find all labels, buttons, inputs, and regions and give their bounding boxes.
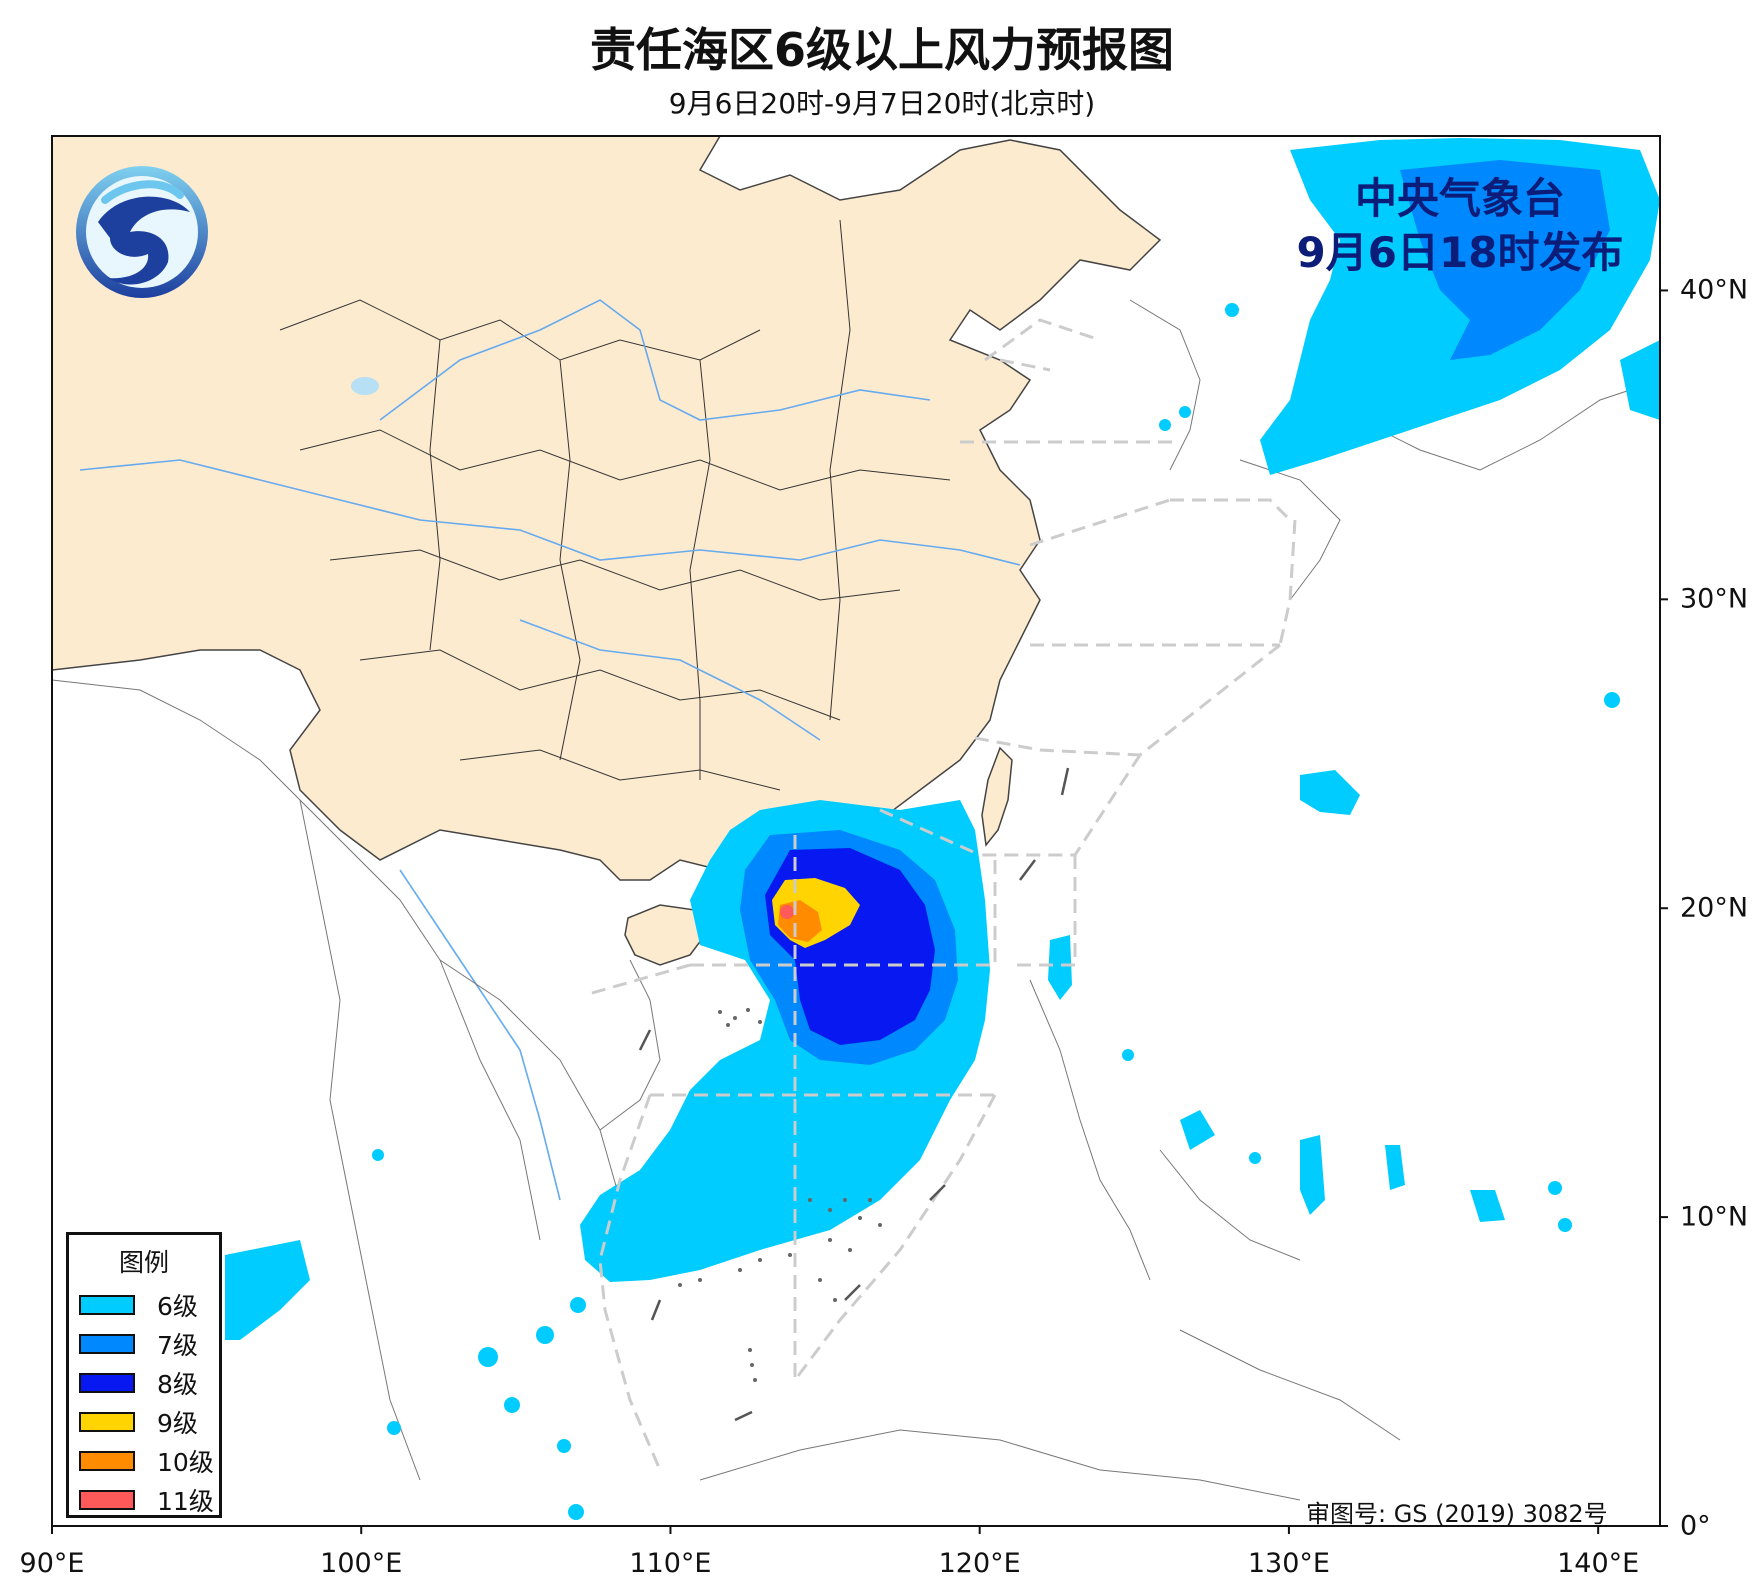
rivers (79, 299, 1021, 1201)
nine-dash-line (638, 767, 1070, 1422)
sea-zone-lines (584, 318, 1297, 1471)
y-tick-label: 10°N (1680, 1201, 1749, 1233)
legend-item: 8级 (69, 1363, 219, 1402)
legend-label: 10级 (157, 1447, 214, 1477)
issuer-time: 9月6日18时发布 (1296, 228, 1624, 277)
legend: 图例 6级 7级 8级 9级 10级 11级 (66, 1232, 222, 1518)
legend-item: 6级 (69, 1285, 219, 1324)
south-sea-islands (678, 1008, 882, 1382)
issuer-org: 中央气象台 (1354, 174, 1565, 223)
legend-title: 图例 (118, 1248, 169, 1277)
map-subtitle: 9月6日20时-9月7日20时(北京时) (668, 87, 1096, 120)
wind-patch-level-7 (1400, 160, 1610, 360)
legend-swatch (79, 1372, 135, 1393)
approval-number: 审图号: GS (2019) 3082号 (1306, 1500, 1608, 1528)
legend-label: 11级 (157, 1486, 214, 1516)
x-tick-label: 120°E (938, 1548, 1021, 1579)
wind-area-level-11 (780, 905, 794, 919)
legend-item: 11级 (69, 1480, 219, 1519)
legend-item: 9级 (69, 1402, 219, 1441)
legend-item: 7级 (69, 1324, 219, 1363)
taiwan-island (981, 746, 1013, 847)
issuer-block: 中央气象台 9月6日18时发布 (1250, 172, 1670, 280)
x-tick-label: 90°E (19, 1548, 85, 1579)
y-tick-label: 30°N (1680, 583, 1749, 615)
legend-swatch (79, 1294, 135, 1315)
legend-swatch (79, 1489, 135, 1510)
qinghai-lake (351, 377, 379, 395)
axis-tick-marks (51, 289, 1668, 1534)
y-tick-label: 0° (1680, 1510, 1711, 1542)
legend-label: 6级 (157, 1291, 198, 1321)
legend-swatch (79, 1333, 135, 1354)
legend-swatch (79, 1450, 135, 1471)
legend-label: 7级 (157, 1330, 198, 1360)
cma-logo-icon (76, 166, 208, 298)
hainan-island (624, 904, 706, 966)
legend-swatch (79, 1411, 135, 1432)
x-tick-label: 130°E (1247, 1548, 1330, 1579)
map-frame (51, 135, 1661, 1527)
x-tick-label: 140°E (1557, 1548, 1640, 1579)
legend-item: 10级 (69, 1441, 219, 1480)
legend-label: 8级 (157, 1369, 198, 1399)
map-title: 责任海区6级以上风力预报图 (589, 23, 1174, 77)
y-tick-label: 40°N (1680, 274, 1749, 306)
country-borders (52, 299, 1660, 1501)
x-tick-label: 100°E (320, 1548, 403, 1579)
province-borders (279, 219, 951, 791)
x-tick-label: 110°E (629, 1548, 712, 1579)
y-tick-label: 20°N (1680, 892, 1749, 924)
legend-label: 9级 (157, 1408, 198, 1438)
china-land (52, 136, 1162, 881)
